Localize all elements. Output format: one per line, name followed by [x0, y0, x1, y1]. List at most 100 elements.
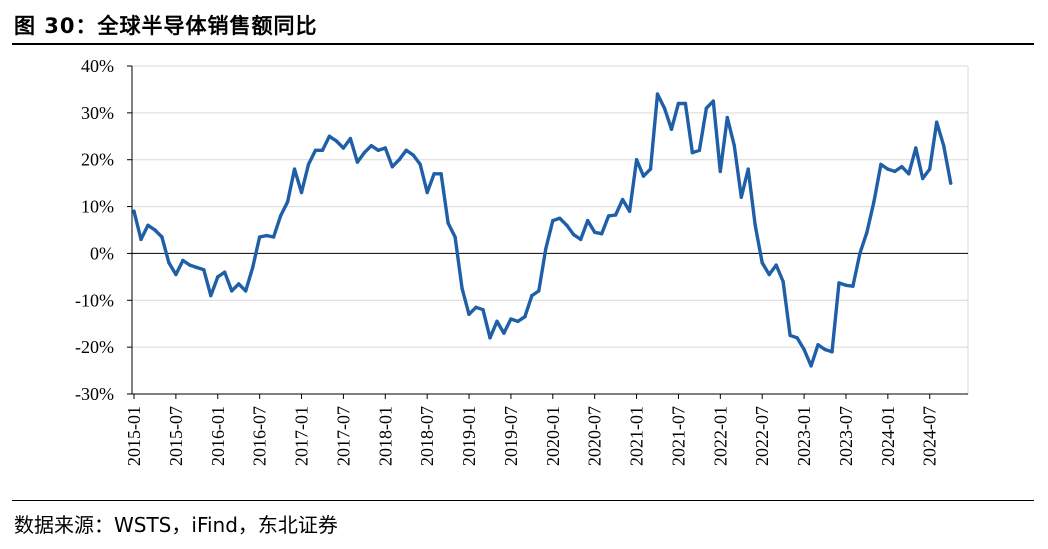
data-point	[167, 261, 171, 265]
data-point	[746, 167, 750, 171]
data-point	[837, 281, 841, 285]
data-point	[851, 284, 855, 288]
x-axis-ticks: 2015-01 2015-07 2016-01 2016-07 2017-01 2017-…	[124, 394, 940, 466]
data-point	[502, 331, 506, 335]
data-point	[634, 158, 639, 162]
data-point	[900, 165, 904, 169]
data-point	[718, 169, 723, 174]
data-point	[481, 307, 485, 312]
data-point	[188, 263, 192, 267]
data-point	[613, 213, 618, 217]
data-point	[495, 319, 499, 324]
data-point	[558, 216, 562, 220]
data-point	[453, 235, 457, 239]
data-point	[690, 150, 695, 155]
data-point	[195, 265, 199, 270]
data-point	[586, 218, 590, 223]
x-tick-label: 2018-07	[417, 406, 437, 466]
data-point	[202, 268, 206, 272]
data-point	[285, 200, 290, 204]
data-point	[907, 172, 911, 176]
x-tick-label: 2016-07	[250, 406, 270, 466]
x-tick-label: 2018-01	[375, 406, 395, 466]
data-point	[474, 305, 478, 310]
data-point	[257, 235, 262, 239]
x-tick-label: 2022-01	[710, 406, 730, 466]
data-point	[292, 167, 297, 171]
x-tick-label: 2021-07	[668, 406, 688, 466]
data-point	[209, 293, 213, 298]
data-point	[760, 261, 764, 265]
data-point	[530, 293, 534, 298]
data-point	[509, 317, 513, 321]
data-point	[921, 176, 925, 181]
data-point	[781, 279, 785, 284]
x-tick-label: 2015-07	[166, 406, 186, 466]
data-point	[816, 343, 820, 347]
y-tick-label: -10%	[75, 290, 114, 310]
data-point	[250, 265, 255, 270]
y-tick-label: 30%	[81, 103, 114, 123]
data-point	[669, 127, 674, 131]
data-point	[753, 223, 757, 228]
data-point	[648, 167, 653, 171]
top-rule	[12, 43, 1034, 45]
data-point	[739, 195, 743, 199]
data-point	[725, 115, 729, 120]
data-point	[948, 181, 953, 185]
data-point	[914, 146, 918, 150]
x-tick-label: 2017-01	[292, 406, 312, 466]
data-point	[620, 197, 625, 202]
data-point	[788, 333, 792, 338]
data-point	[928, 167, 932, 171]
data-point	[523, 314, 527, 319]
data-point	[893, 169, 897, 174]
data-point	[146, 223, 150, 228]
data-point	[865, 230, 869, 235]
data-point	[488, 336, 492, 340]
data-point	[313, 148, 318, 153]
y-tick-label: 40%	[81, 56, 114, 76]
data-point	[592, 230, 597, 235]
y-tick-label: 0%	[90, 243, 114, 263]
data-point	[216, 275, 220, 279]
data-point	[460, 286, 464, 291]
data-point	[641, 174, 646, 178]
x-tick-label: 2024-01	[878, 406, 898, 466]
figure-title: 图 30：全球半导体销售额同比	[14, 14, 318, 38]
data-point	[355, 160, 360, 164]
data-point	[237, 282, 241, 286]
data-point	[397, 158, 401, 162]
data-point	[132, 209, 136, 213]
data-point	[404, 148, 408, 153]
x-tick-label: 2021-01	[627, 406, 647, 466]
data-point	[544, 247, 548, 251]
data-point	[306, 162, 311, 167]
data-point	[732, 143, 736, 148]
data-point	[348, 136, 353, 141]
data-point	[941, 143, 946, 148]
data-point	[153, 228, 157, 232]
data-point	[376, 148, 380, 153]
x-tick-label: 2024-07	[920, 406, 940, 466]
data-point	[774, 263, 778, 267]
data-point	[230, 289, 234, 293]
x-tick-label: 2023-07	[836, 406, 856, 466]
data-point	[223, 270, 227, 274]
bottom-rule	[12, 500, 1034, 501]
data-point	[579, 237, 583, 242]
data-point	[606, 214, 611, 218]
data-point	[467, 312, 471, 317]
data-point	[327, 134, 332, 138]
series-layer	[132, 92, 953, 368]
y-tick-label: 20%	[81, 150, 114, 170]
data-point	[809, 364, 813, 368]
data-point	[655, 92, 660, 96]
data-point	[599, 232, 604, 236]
x-tick-label: 2020-07	[585, 406, 605, 466]
y-tick-label: -20%	[75, 337, 114, 357]
y-axis-ticks: -30% -20% -10% 0% 10% 20% 30% 40%	[75, 56, 132, 404]
data-point	[299, 190, 304, 195]
data-point	[767, 272, 771, 277]
